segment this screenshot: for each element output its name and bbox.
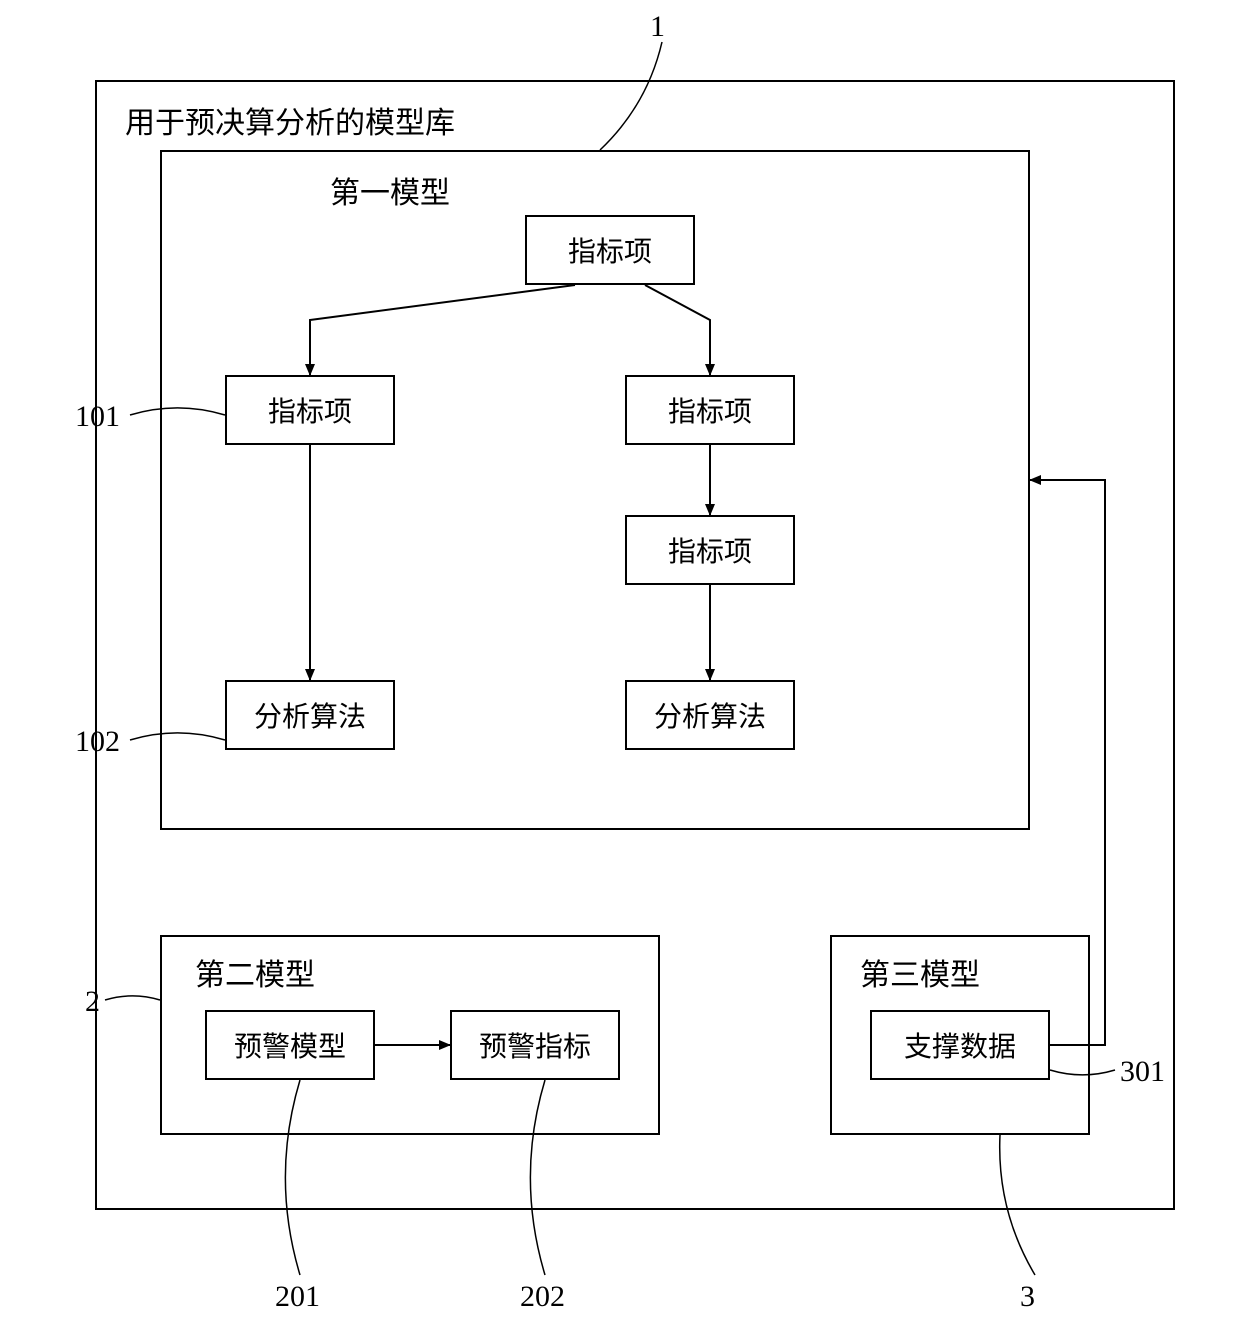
callout-301: 301 [1120,1055,1165,1089]
callout-101: 101 [75,400,120,434]
model1-title: 第一模型 [330,168,450,212]
node-alg-left: 分析算法 [225,680,395,750]
node-idx-mid-label: 指标项 [668,530,752,570]
node-warn-model-label: 预警模型 [234,1025,346,1065]
node-idx-right: 指标项 [625,375,795,445]
node-idx-top: 指标项 [525,215,695,285]
node-warn-idx-label: 预警指标 [479,1025,591,1065]
diagram-canvas: 用于预决算分析的模型库 第一模型 指标项 指标项 指标项 指标项 分析算法 分析… [0,0,1240,1328]
node-idx-right-label: 指标项 [668,390,752,430]
callout-202: 202 [520,1280,565,1314]
callout-1: 1 [650,10,665,44]
node-support-label: 支撑数据 [904,1025,1016,1065]
node-warn-idx: 预警指标 [450,1010,620,1080]
callout-201: 201 [275,1280,320,1314]
model3-title: 第三模型 [860,950,980,994]
node-alg-right: 分析算法 [625,680,795,750]
callout-102: 102 [75,725,120,759]
outer-title: 用于预决算分析的模型库 [125,98,455,142]
node-support: 支撑数据 [870,1010,1050,1080]
model2-title: 第二模型 [195,950,315,994]
callout-2: 2 [85,985,100,1019]
callout-3: 3 [1020,1280,1035,1314]
node-idx-left-label: 指标项 [268,390,352,430]
node-idx-mid: 指标项 [625,515,795,585]
node-warn-model: 预警模型 [205,1010,375,1080]
node-alg-left-label: 分析算法 [254,695,366,735]
node-idx-top-label: 指标项 [568,230,652,270]
node-idx-left: 指标项 [225,375,395,445]
node-alg-right-label: 分析算法 [654,695,766,735]
